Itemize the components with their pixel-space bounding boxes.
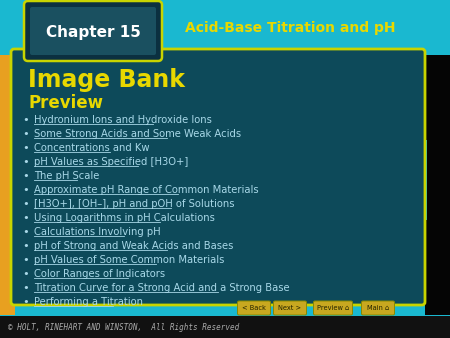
Text: Next >: Next > [279,305,302,311]
Text: Hydronium Ions and Hydroxide Ions: Hydronium Ions and Hydroxide Ions [34,115,212,125]
FancyBboxPatch shape [24,1,162,61]
Text: •: • [22,143,29,153]
Text: < Back: < Back [242,305,266,311]
Text: •: • [22,213,29,223]
FancyBboxPatch shape [314,301,352,315]
Text: pH Values as Specified [H3O+]: pH Values as Specified [H3O+] [34,157,188,167]
Text: © HOLT, RINEHART AND WINSTON,  All Rights Reserved: © HOLT, RINEHART AND WINSTON, All Rights… [8,323,239,333]
FancyBboxPatch shape [238,301,270,315]
Text: Preview: Preview [28,94,103,112]
Text: Using Logarithms in pH Calculations: Using Logarithms in pH Calculations [34,213,215,223]
Text: Concentrations and Kw: Concentrations and Kw [34,143,149,153]
Text: The pH Scale: The pH Scale [34,171,99,181]
Text: •: • [22,297,29,307]
FancyBboxPatch shape [274,301,306,315]
Text: Calculations Involving pH: Calculations Involving pH [34,227,161,237]
Text: pH of Strong and Weak Acids and Bases: pH of Strong and Weak Acids and Bases [34,241,234,251]
Text: •: • [22,269,29,279]
FancyBboxPatch shape [30,7,156,55]
Text: Some Strong Acids and Some Weak Acids: Some Strong Acids and Some Weak Acids [34,129,241,139]
FancyBboxPatch shape [361,301,395,315]
Text: Color Ranges of Indicators: Color Ranges of Indicators [34,269,165,279]
Text: •: • [22,199,29,209]
Text: •: • [22,129,29,139]
Text: [H3O+], [OH–], pH and pOH of Solutions: [H3O+], [OH–], pH and pOH of Solutions [34,199,234,209]
Text: Titration Curve for a Strong Acid and a Strong Base: Titration Curve for a Strong Acid and a … [34,283,290,293]
Text: Acid-Base Titration and pH: Acid-Base Titration and pH [185,21,395,35]
Text: •: • [22,241,29,251]
Text: •: • [22,115,29,125]
Bar [0,55,15,315]
Text: Chapter 15: Chapter 15 [45,25,140,41]
Text: Image Bank: Image Bank [28,68,185,92]
Text: pH Values of Some Common Materials: pH Values of Some Common Materials [34,255,225,265]
Text: Approximate pH Range of Common Materials: Approximate pH Range of Common Materials [34,185,259,195]
Text: •: • [22,157,29,167]
Text: Preview ⌂: Preview ⌂ [317,305,349,311]
Text: •: • [22,255,29,265]
FancyBboxPatch shape [11,49,425,305]
Text: •: • [22,227,29,237]
Text: Main ⌂: Main ⌂ [367,305,389,311]
Bar [425,55,450,315]
Text: •: • [22,171,29,181]
Bar [415,140,427,220]
Text: •: • [22,185,29,195]
Bar [0,316,450,338]
Text: Performing a Titration: Performing a Titration [34,297,143,307]
Text: •: • [22,283,29,293]
